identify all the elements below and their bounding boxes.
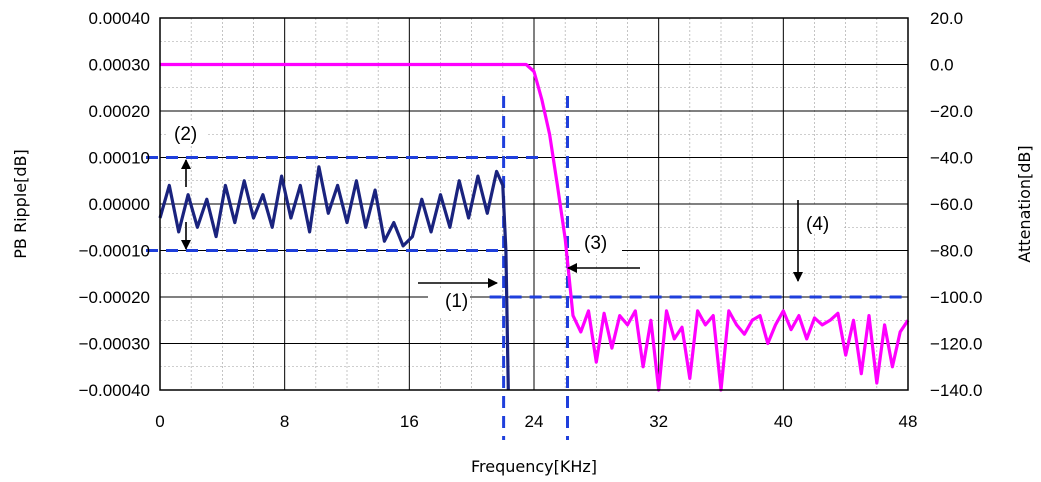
annotation-label-bg: [428, 290, 470, 316]
x-tick-label: 8: [280, 412, 289, 431]
right-y-axis-title: Attenation[dB]: [1015, 145, 1034, 262]
annotation-label-bg: [800, 206, 842, 234]
right-y-tick-label: −40.0: [930, 149, 973, 168]
left-y-tick-label: −0.00040: [79, 381, 150, 400]
right-y-tick-label: −20.0: [930, 102, 973, 121]
left-y-tick-label: 0.00000: [89, 195, 150, 214]
left-y-tick-label: 0.00010: [89, 149, 150, 168]
right-y-tick-label: −80.0: [930, 242, 973, 261]
left-y-tick-label: 0.00040: [89, 9, 150, 28]
attenuation-line: [160, 62, 910, 392]
left-y-tick-label: −0.00020: [79, 288, 150, 307]
x-tick-label: 24: [525, 412, 544, 431]
right-y-tick-label: 20.0: [930, 9, 963, 28]
right-y-tick-label: 0.0: [930, 56, 954, 75]
x-tick-label: 32: [649, 412, 668, 431]
left-y-tick-label: 0.00030: [89, 56, 150, 75]
x-tick-label: 16: [400, 412, 419, 431]
x-tick-label: 48: [899, 412, 918, 431]
series-layer: [158, 62, 910, 392]
x-axis-title: Frequency[KHz]: [471, 457, 597, 476]
right-y-tick-labels: 20.0 0.0 −20.0 −40.0 −60.0 −80.0 −100.0 −120.0 −…: [930, 9, 982, 400]
right-y-tick-label: −140.0: [930, 381, 982, 400]
annotation-label: (4): [806, 214, 829, 235]
left-y-tick-labels: 0.00040 0.00030 0.00020 0.00010 0.00000 −0.00…: [79, 9, 150, 400]
right-y-tick-label: −100.0: [930, 288, 982, 307]
annotations: (1) (2) (3) (4): [168, 120, 842, 316]
left-y-tick-label: −0.00030: [79, 335, 150, 354]
x-tick-labels: 0 8 16 24 32 40 48: [155, 412, 917, 431]
left-y-axis-title: PB Ripple[dB]: [11, 149, 30, 259]
left-y-tick-label: 0.00020: [89, 102, 150, 121]
x-tick-label: 40: [774, 412, 793, 431]
annotation-label: (2): [174, 124, 197, 145]
left-y-tick-label: −0.00010: [79, 242, 150, 261]
plot-border: [159, 17, 909, 391]
annotation-label-bg: [580, 229, 622, 255]
x-tick-label: 0: [155, 412, 164, 431]
right-y-tick-label: −60.0: [930, 195, 973, 214]
major-gridlines: [160, 18, 908, 390]
annotation-label: (3): [584, 233, 607, 254]
annotation-label-bg: [168, 120, 206, 146]
annotation-label: (1): [445, 291, 468, 312]
right-y-tick-label: −120.0: [930, 335, 982, 354]
passband-ripple-line: [158, 165, 510, 391]
